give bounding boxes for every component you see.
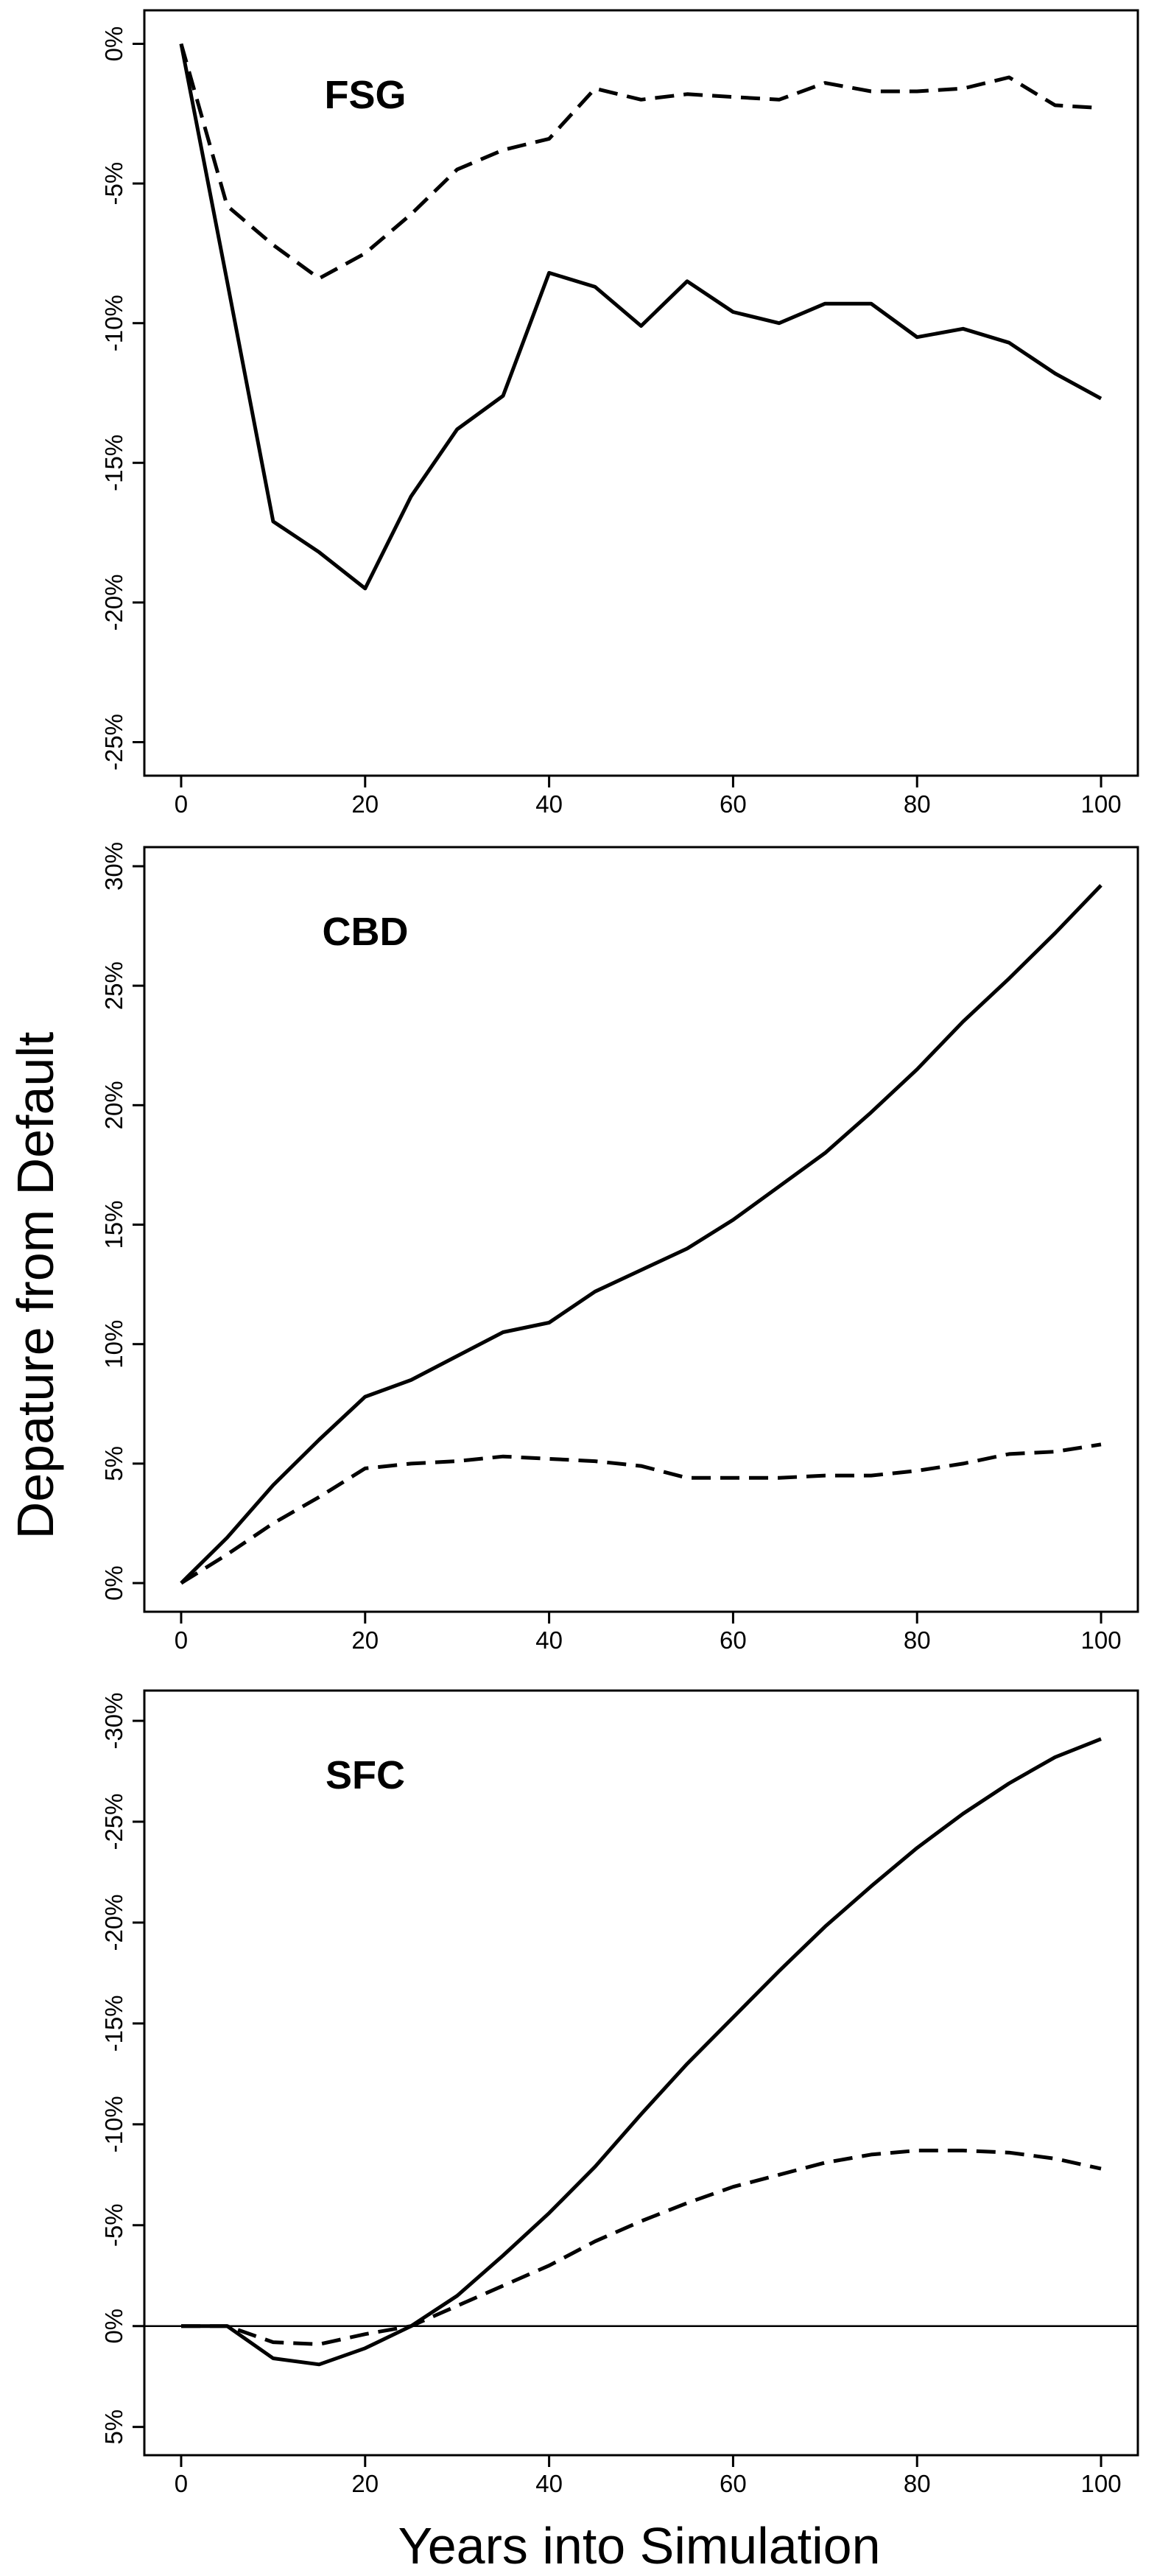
x-tick-label: 0 <box>175 1626 188 1654</box>
x-tick-label: 40 <box>535 2470 563 2497</box>
y-tick-label: -5% <box>100 2203 127 2247</box>
series-line-solid <box>180 884 1103 1584</box>
x-tick-label: 80 <box>904 790 931 818</box>
x-tick-label: 0 <box>175 790 188 818</box>
y-tick-label: 10% <box>100 1320 127 1369</box>
plot-frame <box>143 846 1139 1613</box>
y-tick-label: 5% <box>100 2410 127 2445</box>
plot-frame <box>143 9 1139 777</box>
x-tick-label: 80 <box>904 1626 931 1654</box>
y-tick-label: -25% <box>100 1793 127 1850</box>
y-tick-label: 5% <box>100 1446 127 1481</box>
panel-title-sfc: SFC <box>326 1753 405 1797</box>
x-tick-label: 0 <box>175 2470 188 2497</box>
y-tick-label: -10% <box>100 295 127 351</box>
series-line-solid <box>179 43 1103 591</box>
y-tick-label: -15% <box>100 435 127 491</box>
y-tick-label: 15% <box>100 1200 127 1249</box>
series-line-dashed <box>180 1442 1102 1585</box>
panel-sfc: 0 20 40 60 80 100 -30% -25% -20% -15% -10% -5% 0% 5% S… <box>100 1689 1139 2497</box>
panel-cbd: 0 20 40 60 80 100 0% 5% 10% 15% 20% 25% 30% CBD <box>100 842 1139 1654</box>
x-tick-label: 40 <box>535 1626 563 1654</box>
x-tick-label: 60 <box>720 790 747 818</box>
x-tick-label: 20 <box>351 1626 379 1654</box>
series-line-dashed <box>179 43 1102 281</box>
y-tick-label: 30% <box>100 842 127 891</box>
plot-frame <box>143 1689 1139 2457</box>
y-tick-label: 0% <box>100 1565 127 1601</box>
y-tick-label: -25% <box>100 714 127 771</box>
panel-fsg: 0 20 40 60 80 100 0% -5% -10% -15% -20% -25% FSG <box>100 9 1139 818</box>
x-tick-label: 100 <box>1081 2470 1122 2497</box>
x-tick-label: 60 <box>720 1626 747 1654</box>
series-line-solid <box>181 1737 1102 2367</box>
y-tick-label: -15% <box>100 1995 127 2052</box>
y-tick-label: -5% <box>100 162 127 206</box>
x-tick-label: 100 <box>1081 790 1122 818</box>
panel-title-cbd: CBD <box>323 910 409 954</box>
y-tick-label: 0% <box>100 2309 127 2344</box>
x-axis-title: Years into Simulation <box>398 2517 880 2575</box>
x-tick-label: 80 <box>904 2470 931 2497</box>
x-tick-label: 60 <box>720 2470 747 2497</box>
x-tick-label: 20 <box>351 790 379 818</box>
x-tick-label: 20 <box>351 2470 379 2497</box>
y-tick-label: 25% <box>100 961 127 1010</box>
y-tick-label: -30% <box>100 1693 127 1749</box>
x-tick-label: 100 <box>1081 1626 1122 1654</box>
x-tick-label: 40 <box>535 790 563 818</box>
y-axis-title: Depature from Default <box>7 1032 64 1540</box>
y-tick-label: -20% <box>100 1894 127 1951</box>
panel-title-fsg: FSG <box>324 73 406 117</box>
y-tick-label: -20% <box>100 574 127 631</box>
y-tick-label: -10% <box>100 2096 127 2152</box>
y-tick-label: 0% <box>100 27 127 62</box>
series-line-dashed <box>181 2148 1102 2346</box>
y-tick-label: 20% <box>100 1081 127 1129</box>
